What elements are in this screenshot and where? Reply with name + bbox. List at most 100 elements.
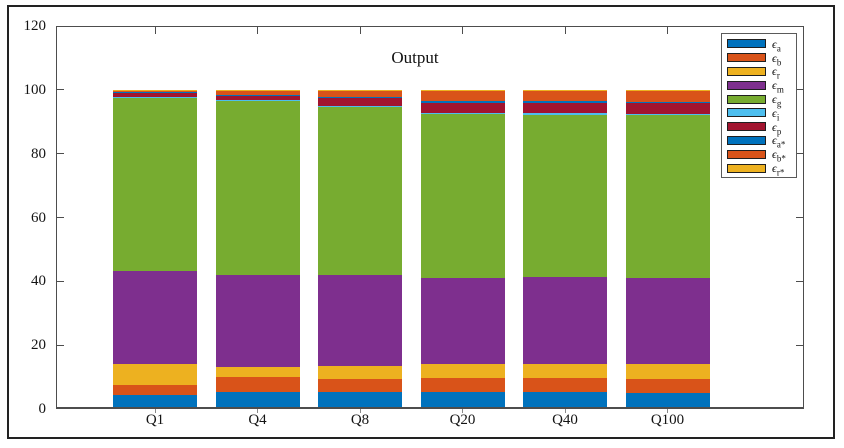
legend-label-eps_r_star: ϵr* <box>772 161 784 177</box>
x-axis-tick-label: Q8 <box>350 412 370 428</box>
y-tick-left <box>57 344 64 346</box>
legend-swatch-eps_b_star <box>727 149 766 159</box>
x-tick-top <box>359 27 361 34</box>
x-tick-bottom <box>564 409 566 413</box>
x-tick-bottom <box>462 409 463 413</box>
segment-eps_m <box>113 270 197 365</box>
x-tick-top <box>667 27 668 34</box>
y-tick-right <box>796 217 803 218</box>
segment-eps_p <box>113 92 197 97</box>
x-axis-tick-label: Q40 <box>552 412 578 428</box>
y-axis-tick-label: 40 <box>31 273 46 290</box>
legend-item-eps_b_star: ϵb* <box>722 147 796 164</box>
segment-eps_g <box>318 106 402 276</box>
legend-label-eps_a_star: ϵa* <box>772 133 785 149</box>
y-tick-right <box>796 153 803 155</box>
legend-swatch-eps_p <box>727 122 766 132</box>
epsilon-symbol: ϵ <box>772 50 777 65</box>
segment-eps_m <box>215 275 300 368</box>
epsilon-subscript: r* <box>776 167 785 178</box>
y-axis-tick-label: 120 <box>23 18 47 34</box>
segment-eps_r <box>420 363 505 379</box>
segment-eps_r <box>113 364 197 386</box>
x-tick-bottom <box>667 409 668 413</box>
bar-Q100 <box>625 26 710 409</box>
y-axis-tick-label: 0 <box>38 401 47 417</box>
epsilon-symbol: ϵ <box>772 119 777 134</box>
legend-label-eps_p: ϵp <box>772 119 781 136</box>
legend-swatch-eps_g <box>727 94 766 104</box>
segment-eps_r <box>523 364 607 379</box>
x-axis-tick-label: Q1 <box>145 412 165 428</box>
segment-eps_a_star <box>318 96 402 99</box>
segment-eps_p <box>215 94 300 101</box>
y-tick-left <box>57 217 64 218</box>
x-axis-line <box>56 407 804 409</box>
y-tick-right <box>796 280 803 282</box>
segment-eps_m <box>625 277 710 365</box>
epsilon-subscript: p <box>776 126 782 137</box>
legend-item-eps_b: ϵb <box>722 50 796 67</box>
epsilon-subscript: g <box>776 98 782 109</box>
segment-eps_a <box>113 394 197 409</box>
segment-eps_m <box>523 276 607 365</box>
segment-eps_g <box>420 114 505 278</box>
epsilon-symbol: ϵ <box>772 147 777 162</box>
legend-swatch-eps_m <box>727 80 766 90</box>
y-tick-left <box>57 89 64 91</box>
legend-swatch-eps_r <box>727 66 766 76</box>
x-axis-tick-label: Q100 <box>650 412 685 428</box>
x-tick-bottom <box>359 409 361 413</box>
segment-eps_i <box>420 113 505 115</box>
segment-eps_b <box>113 385 197 395</box>
epsilon-subscript: a* <box>776 139 786 150</box>
epsilon-subscript: b* <box>776 153 786 164</box>
bar-Q1 <box>113 26 197 409</box>
legend-item-eps_p: ϵp <box>722 119 796 136</box>
y-axis-tick-label: 60 <box>31 209 46 226</box>
x-tick-bottom <box>257 409 258 413</box>
x-tick-top <box>462 27 463 34</box>
y-tick-left <box>57 153 64 155</box>
segment-eps_a <box>215 392 300 409</box>
epsilon-symbol: ϵ <box>772 161 777 176</box>
epsilon-symbol: ϵ <box>772 105 777 120</box>
segment-eps_a <box>420 392 505 409</box>
plot-area <box>56 26 804 413</box>
segment-eps_i <box>523 113 607 115</box>
segment-eps_a_star <box>523 101 607 103</box>
x-tick-top <box>564 27 566 34</box>
legend-item-eps_a_star: ϵa* <box>722 133 796 149</box>
legend-item-eps_i: ϵi <box>722 105 796 122</box>
epsilon-subscript: i <box>776 112 780 123</box>
epsilon-symbol: ϵ <box>772 36 777 51</box>
y-axis-tick-label: 80 <box>31 145 46 162</box>
chart-title: Output <box>391 48 439 67</box>
bar-Q8 <box>318 26 402 409</box>
epsilon-subscript: r <box>776 70 780 81</box>
segment-eps_p <box>318 98 402 106</box>
segment-eps_b <box>420 378 505 393</box>
segment-eps_b_star <box>523 89 607 102</box>
segment-eps_b <box>318 378 402 393</box>
segment-eps_r <box>215 367 300 378</box>
legend-label-eps_i: ϵi <box>772 105 779 122</box>
bar-Q20 <box>420 26 505 409</box>
legend-label-eps_b: ϵb <box>772 50 781 67</box>
legend-label-eps_a: ϵa <box>772 36 781 53</box>
segment-eps_b <box>215 377 300 393</box>
legend-item-eps_r: ϵr <box>722 65 796 81</box>
segment-eps_g <box>523 114 607 277</box>
segment-eps_b_star <box>215 90 300 95</box>
x-tick-top <box>257 27 258 34</box>
y-axis-tick-label: 20 <box>31 337 46 354</box>
segment-eps_b_star <box>625 89 710 102</box>
segment-eps_i <box>625 113 710 116</box>
epsilon-subscript: m <box>776 84 784 95</box>
segment-eps_a <box>625 392 710 409</box>
segment-eps_p <box>523 102 607 114</box>
epsilon-symbol: ϵ <box>772 133 777 148</box>
x-tick-top <box>154 27 156 34</box>
legend-swatch-eps_a_star <box>727 135 766 145</box>
